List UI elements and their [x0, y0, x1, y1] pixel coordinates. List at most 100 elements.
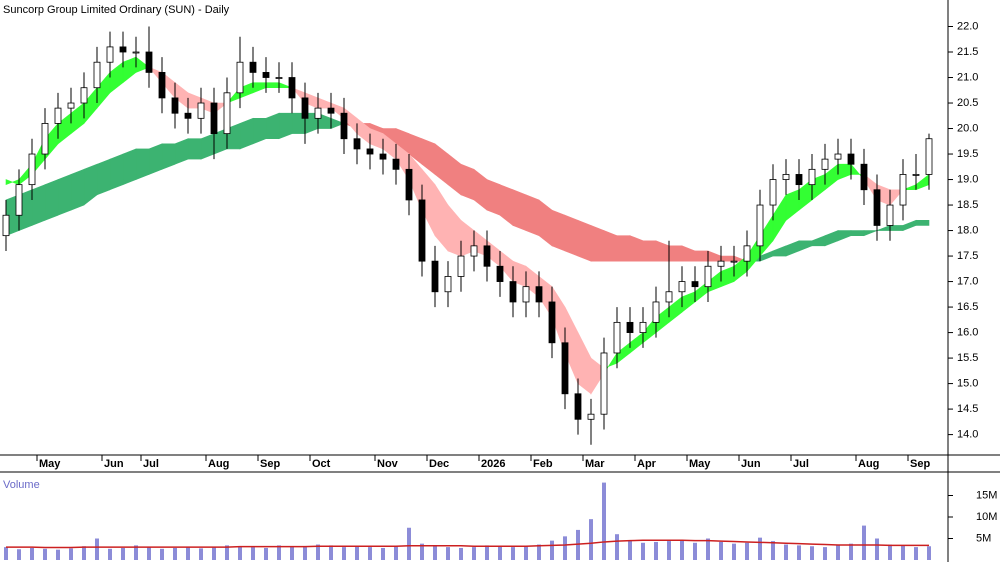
candle-body: [392, 158, 400, 170]
ribbon-segment: [70, 168, 85, 211]
candle-body: [899, 174, 907, 206]
x-tick-label: Aug: [208, 458, 229, 470]
ribbon-segment: [616, 235, 631, 262]
ribbon-segment: [642, 240, 657, 262]
volume-bar: [771, 541, 775, 560]
y-tick-label: 10M: [976, 511, 997, 523]
y-tick-label: 5M: [976, 532, 991, 544]
y-tick-label: 16.5: [957, 301, 978, 313]
volume-bar: [212, 547, 216, 560]
ribbon-segment: [577, 219, 592, 262]
volume-bar: [706, 538, 710, 560]
candle-body: [301, 97, 309, 119]
volume-bar: [901, 545, 905, 560]
candle-body: [353, 138, 361, 150]
candle-body: [509, 281, 517, 303]
candle-body: [327, 107, 335, 114]
y-tick-label: 19.0: [957, 173, 978, 185]
x-tick-label: Sep: [260, 458, 280, 470]
candle-body: [288, 77, 296, 99]
y-tick-label: 17.5: [957, 250, 978, 262]
candle-body: [886, 204, 894, 226]
volume-bar: [173, 547, 177, 560]
volume-bar: [56, 549, 60, 560]
candle-body: [132, 51, 140, 54]
ribbon-segment: [57, 173, 72, 216]
candle-body: [15, 184, 23, 216]
candle-body: [67, 102, 75, 109]
volume-bar: [82, 546, 86, 560]
candle-body: [80, 87, 88, 104]
candle-body: [171, 97, 179, 114]
ribbon-segment: [603, 230, 618, 262]
candle-body: [704, 265, 712, 288]
ribbon-segment: [720, 255, 735, 262]
x-tick-label: Feb: [533, 458, 553, 470]
ribbon-segment: [187, 138, 202, 160]
volume-bar: [108, 548, 112, 560]
candle-body: [717, 260, 725, 267]
volume-bar: [550, 540, 554, 560]
volume-bar: [485, 545, 489, 560]
volume-average-line: [6, 539, 929, 549]
candle-body: [223, 92, 231, 135]
y-tick-label: 15.5: [957, 352, 978, 364]
x-tick-label: 2026: [481, 458, 505, 470]
candle-body: [275, 77, 283, 79]
y-tick-label: 22.0: [957, 20, 978, 32]
candle-body: [548, 301, 556, 344]
volume-bar: [511, 547, 515, 560]
volume-bar: [17, 549, 21, 560]
volume-bar: [810, 546, 814, 560]
ribbon-segment: [239, 117, 254, 150]
y-tick-label: 14.5: [957, 403, 978, 415]
volume-bar: [43, 548, 47, 560]
y-tick-label: 15M: [976, 489, 997, 501]
ribbon-segment: [122, 148, 137, 186]
volume-bar: [602, 482, 606, 560]
volume-bar: [498, 546, 502, 560]
volume-bar: [264, 547, 268, 560]
candle-body: [639, 321, 647, 333]
ribbon-segment: [512, 189, 527, 231]
candle-body: [483, 245, 491, 267]
volume-bar: [134, 545, 138, 560]
candle-body: [561, 342, 569, 395]
x-tick-label: May: [689, 458, 711, 470]
ribbon-segment: [590, 225, 605, 262]
volume-bar: [147, 547, 151, 560]
candle-body: [860, 163, 868, 191]
ribbon-segment: [915, 220, 930, 226]
x-tick-label: Jun: [104, 458, 124, 470]
volume-label: Volume: [3, 479, 40, 491]
volume-bar: [459, 547, 463, 560]
candle-body: [587, 413, 595, 420]
candle-body: [600, 352, 608, 415]
volume-bar: [784, 544, 788, 560]
x-tick-label: Jul: [143, 458, 159, 470]
candle-body: [808, 168, 816, 186]
candle-body: [379, 153, 387, 160]
volume-bar: [30, 547, 34, 560]
candle-body: [847, 153, 855, 165]
candle-body: [262, 72, 270, 78]
y-tick-label: 14.0: [957, 429, 978, 441]
ribbon-segment: [135, 148, 150, 180]
ribbon-segment: [551, 209, 566, 252]
ribbon-segment: [31, 184, 46, 226]
volume-bar: [693, 542, 697, 560]
ribbon-segment: [265, 82, 280, 89]
volume-bar: [251, 547, 255, 560]
candle-body: [444, 276, 452, 293]
candle-body: [119, 46, 127, 53]
candle-body: [652, 301, 660, 323]
ribbon-segment: [525, 194, 540, 237]
x-tick-label: Jun: [741, 458, 761, 470]
candle-body: [574, 393, 582, 420]
candle-body: [431, 260, 439, 293]
volume-bar: [160, 548, 164, 560]
ribbon-segment: [148, 143, 163, 175]
chart-title: Suncorp Group Limited Ordinary (SUN) - D…: [3, 4, 230, 16]
volume-bar: [615, 534, 619, 560]
y-tick-label: 16.0: [957, 326, 978, 338]
